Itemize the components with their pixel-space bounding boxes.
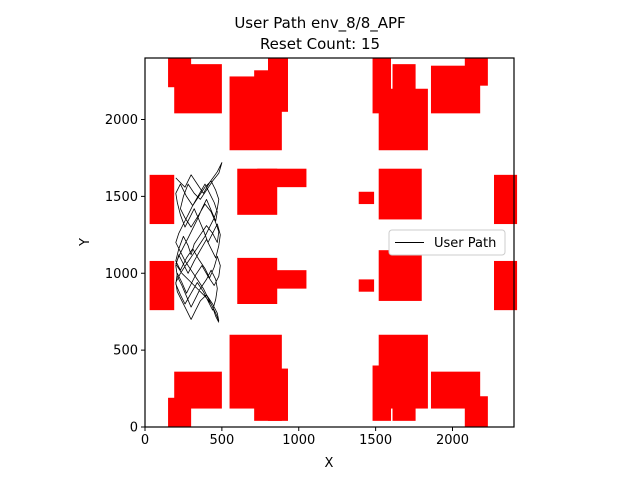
x-tick-label-2000: 2000	[436, 433, 469, 448]
obstacle-12	[257, 168, 307, 188]
y-axis-label: Y	[78, 238, 93, 247]
obstacle-4	[268, 58, 288, 112]
x-tick-label-1500: 1500	[359, 433, 392, 448]
axes-frame	[144, 57, 515, 428]
y-tick-label-2000: 2000	[105, 113, 138, 128]
obstacle-31	[464, 396, 488, 427]
plot-area	[149, 58, 518, 427]
y-tick-label-0: 0	[130, 421, 138, 436]
obstacle-29	[392, 380, 416, 421]
y-tick-label-500: 500	[113, 344, 138, 359]
user-path-line	[175, 162, 223, 323]
obstacle-26	[268, 368, 288, 421]
x-tick-label-0: 0	[141, 433, 149, 448]
obstacle-9	[464, 58, 488, 86]
obstacle-21	[494, 260, 518, 311]
obstacle-23	[174, 371, 222, 409]
legend-label-user-path: User Path	[434, 236, 496, 251]
obstacle-15	[494, 174, 518, 225]
obstacle-18	[257, 270, 307, 289]
legend: User Path	[388, 229, 506, 256]
obstacle-20	[378, 250, 422, 301]
obstacles	[149, 58, 518, 427]
x-axis-label: X	[325, 456, 334, 471]
obstacle-19	[358, 279, 375, 292]
y-tick-label-1500: 1500	[105, 190, 138, 205]
x-ticks: 0 500 1000 1500 2000	[141, 427, 469, 448]
obstacle-10	[149, 174, 175, 225]
chart-title-line2: Reset Count: 15	[260, 35, 380, 53]
user-path-group	[175, 162, 223, 323]
obstacle-7	[392, 64, 416, 114]
y-ticks: 0 500 1000 1500 2000	[105, 113, 145, 436]
obstacle-1	[174, 64, 222, 114]
y-tick-label-1000: 1000	[105, 267, 138, 282]
obstacle-13	[358, 191, 375, 205]
chart-title-line1: User Path env_8/8_APF	[234, 14, 405, 33]
obstacle-16	[149, 260, 175, 311]
x-tick-label-1000: 1000	[282, 433, 315, 448]
obstacle-14	[378, 168, 422, 220]
x-tick-label-500: 500	[209, 433, 234, 448]
legend-box	[388, 229, 506, 256]
